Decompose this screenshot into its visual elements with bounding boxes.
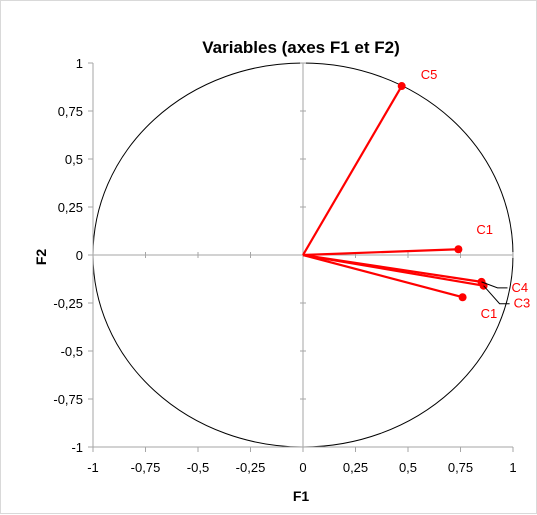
axes-layer: -1 -0,75 -0,5 -0,25 0 0,25 0,5 0,75 1 1 0,75 0,5 0,2… bbox=[53, 56, 516, 475]
y-tick-label: 1 bbox=[76, 56, 83, 71]
y-tick-label: 0,25 bbox=[58, 200, 83, 215]
y-tick-label: -0,75 bbox=[53, 392, 83, 407]
point-label-c3: C3 bbox=[514, 296, 531, 311]
point-label-c5: C5 bbox=[421, 67, 438, 82]
y-tick-label: 0,5 bbox=[65, 152, 83, 167]
vector-c1 bbox=[302, 253, 463, 299]
y-tick-label: -0,5 bbox=[61, 344, 83, 359]
label-leader-c3 bbox=[483, 285, 510, 305]
x-tick-label: -1 bbox=[87, 460, 99, 475]
y-tick-label: -0,25 bbox=[53, 296, 83, 311]
x-tick-label: -0,75 bbox=[131, 460, 161, 475]
chart-title: Variables (axes F1 et F2) bbox=[202, 38, 400, 57]
x-tick-label: 0 bbox=[299, 460, 306, 475]
x-tick-label: -0,25 bbox=[236, 460, 266, 475]
point-c1 bbox=[458, 293, 467, 302]
x-tick-label: -0,5 bbox=[187, 460, 209, 475]
point-label-c4: C4 bbox=[512, 280, 529, 295]
x-tick-label: 0,75 bbox=[448, 460, 473, 475]
vector-c1 bbox=[302, 248, 459, 257]
x-axis-title: F1 bbox=[293, 488, 310, 504]
point-c1 bbox=[454, 245, 463, 254]
vector-c5 bbox=[302, 85, 403, 256]
x-tick-label: 0,25 bbox=[343, 460, 368, 475]
y-tick-label: 0,75 bbox=[58, 104, 83, 119]
vector-c3 bbox=[302, 253, 484, 287]
x-tick-label: 0,5 bbox=[399, 460, 417, 475]
point-c5 bbox=[397, 82, 406, 91]
y-tick-label: 0 bbox=[76, 248, 83, 263]
point-label-c1: C1 bbox=[476, 222, 493, 237]
y-axis-title: F2 bbox=[33, 249, 49, 266]
x-tick-label: 1 bbox=[509, 460, 516, 475]
y-tick-label: -1 bbox=[71, 440, 83, 455]
label-leader-c4 bbox=[481, 281, 508, 289]
point-label-c1: C1 bbox=[481, 306, 498, 321]
